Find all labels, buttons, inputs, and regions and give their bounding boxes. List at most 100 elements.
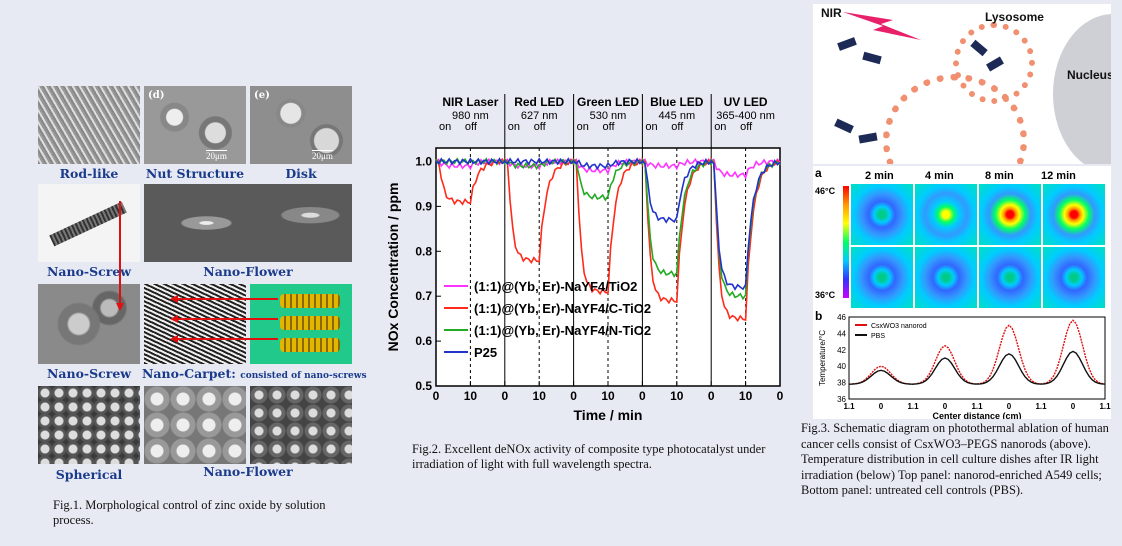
nucleus-shape bbox=[1053, 14, 1111, 164]
segment-wavelength: 445 nm bbox=[658, 110, 695, 122]
x-tick-label: 0 bbox=[777, 389, 784, 403]
temp-y-tick-label: 40 bbox=[837, 362, 846, 371]
fig3-caption: Fig.3. Schematic diagram on photothermal… bbox=[801, 421, 1109, 497]
segment-wavelength: 980 nm bbox=[452, 110, 489, 122]
thermal-image bbox=[915, 247, 977, 308]
segment-label: Red LED bbox=[514, 95, 564, 109]
thermal-grid bbox=[851, 184, 1107, 310]
temp-x-tick-label: 0 bbox=[1007, 402, 1012, 411]
series-line bbox=[435, 157, 781, 291]
sem-image-nano-carpet bbox=[144, 284, 246, 364]
label-nano-carpet-note: consisted of nano-screws bbox=[240, 371, 367, 381]
fig1: (d) (e) 20μm 20μm Rod-like Nut Structure… bbox=[38, 86, 367, 486]
label-nano-screw-2: Nano-Screw bbox=[46, 366, 132, 381]
temp-y-axis-label: Temperature/°C bbox=[818, 330, 827, 386]
scale-bar-1: 20μm bbox=[206, 150, 227, 161]
temp-series-line bbox=[848, 350, 1106, 385]
segment-label: UV LED bbox=[724, 95, 768, 109]
sem-image-nano-flower bbox=[144, 184, 352, 262]
off-label: off bbox=[602, 121, 615, 133]
y-tick-label: 1.0 bbox=[415, 154, 432, 168]
on-label: on bbox=[714, 121, 726, 133]
thermal-image bbox=[915, 184, 977, 245]
x-tick-label: 0 bbox=[708, 389, 715, 403]
segment-wavelength: 365-400 nm bbox=[716, 110, 775, 122]
temp-y-tick-label: 44 bbox=[837, 329, 846, 338]
nanorod-3 bbox=[834, 118, 854, 134]
x-axis-label: Time / min bbox=[574, 407, 643, 423]
temp-x-tick-label: 1.1 bbox=[907, 402, 919, 411]
panel-b-label: b bbox=[815, 309, 823, 323]
temp-y-tick-label: 42 bbox=[837, 346, 846, 355]
segment-wavelength: 627 nm bbox=[521, 110, 558, 122]
x-tick-label: 10 bbox=[739, 389, 753, 403]
label-nut-structure: Nut Structure bbox=[145, 166, 245, 181]
segment-label: Green LED bbox=[577, 95, 639, 109]
temp-x-tick-label: 0 bbox=[879, 402, 884, 411]
x-tick-label: 0 bbox=[570, 389, 577, 403]
label-nano-carpet-title: Nano-Carpet: bbox=[142, 366, 236, 381]
series-line bbox=[435, 157, 781, 301]
temp-high-label: 46°C bbox=[815, 186, 836, 196]
scale-bar-2: 20μm bbox=[312, 150, 333, 161]
segment-wavelength: 530 nm bbox=[590, 110, 627, 122]
x-tick-label: 10 bbox=[533, 389, 547, 403]
on-label: on bbox=[645, 121, 657, 133]
fig3-schematic: Nucleus Lysosome NIR bbox=[813, 4, 1111, 164]
x-tick-label: 0 bbox=[639, 389, 646, 403]
red-arrows bbox=[116, 201, 278, 343]
fig3-thermal-panel: a 2 min 4 min 8 min 12 min 46°C 36°C bbox=[813, 166, 1111, 314]
y-tick-label: 0.8 bbox=[415, 244, 432, 258]
legend-entry: P25 bbox=[474, 345, 497, 360]
label-nano-carpet: Nano-Carpet: consisted of nano-screws bbox=[142, 366, 367, 381]
thermal-image bbox=[851, 247, 913, 308]
nanorod-4 bbox=[858, 132, 878, 144]
on-label: on bbox=[439, 121, 451, 133]
thermal-image bbox=[1043, 247, 1105, 308]
time-label-3: 8 min bbox=[985, 170, 1014, 182]
y-tick-label: 0.9 bbox=[415, 199, 432, 213]
sem-image-nano-screw-cluster bbox=[38, 284, 140, 364]
temp-x-tick-label: 1.1 bbox=[971, 402, 983, 411]
temperature-colorbar bbox=[843, 186, 849, 298]
label-disk: Disk bbox=[285, 166, 317, 181]
legend-entry: (1:1)@(Yb, Er)-NaYF4/N-TiO2 bbox=[474, 323, 651, 338]
label-nano-flower-2: Nano-Flower bbox=[203, 464, 293, 479]
nucleus-label: Nucleus bbox=[1067, 68, 1111, 82]
time-label-4: 12 min bbox=[1041, 170, 1076, 182]
temp-y-tick-label: 36 bbox=[837, 395, 846, 404]
legend-entry: (1:1)@(Yb, Er)-NaYF4/TiO2 bbox=[474, 279, 637, 294]
x-tick-label: 10 bbox=[670, 389, 684, 403]
off-label: off bbox=[740, 121, 753, 133]
temp-x-tick-label: 1.1 bbox=[1099, 402, 1111, 411]
sem-image-nano-screw bbox=[38, 184, 140, 262]
on-label: on bbox=[508, 121, 520, 133]
thermal-image bbox=[979, 184, 1041, 245]
nano-carpet-schematic bbox=[250, 284, 352, 364]
off-label: off bbox=[465, 121, 478, 133]
y-tick-label: 0.6 bbox=[415, 334, 432, 348]
x-tick-label: 0 bbox=[501, 389, 508, 403]
panel-d-label: (d) bbox=[148, 90, 165, 101]
temp-x-tick-label: 1.1 bbox=[1035, 402, 1047, 411]
nir-bolt-icon bbox=[843, 12, 921, 40]
time-label-2: 4 min bbox=[925, 170, 954, 182]
on-label: on bbox=[577, 121, 589, 133]
nir-label: NIR bbox=[821, 6, 842, 20]
off-label: off bbox=[671, 121, 684, 133]
x-tick-label: 10 bbox=[601, 389, 615, 403]
temp-low-label: 36°C bbox=[815, 290, 836, 300]
temp-legend-entry: CsxWO3 nanorod bbox=[871, 323, 927, 330]
sem-image-nano-flower-3 bbox=[250, 386, 352, 464]
temp-x-tick-label: 1.1 bbox=[843, 402, 855, 411]
sem-image-rod-like bbox=[38, 86, 140, 164]
fig1-caption: Fig.1. Morphological control of zinc oxi… bbox=[53, 498, 326, 527]
temp-y-tick-label: 38 bbox=[837, 379, 846, 388]
temp-legend-entry: PBS bbox=[871, 333, 885, 340]
time-label-1: 2 min bbox=[865, 170, 894, 182]
y-axis-label: NOx Concentration / ppm bbox=[385, 183, 401, 352]
x-tick-label: 0 bbox=[433, 389, 440, 403]
thermal-image bbox=[851, 184, 913, 245]
